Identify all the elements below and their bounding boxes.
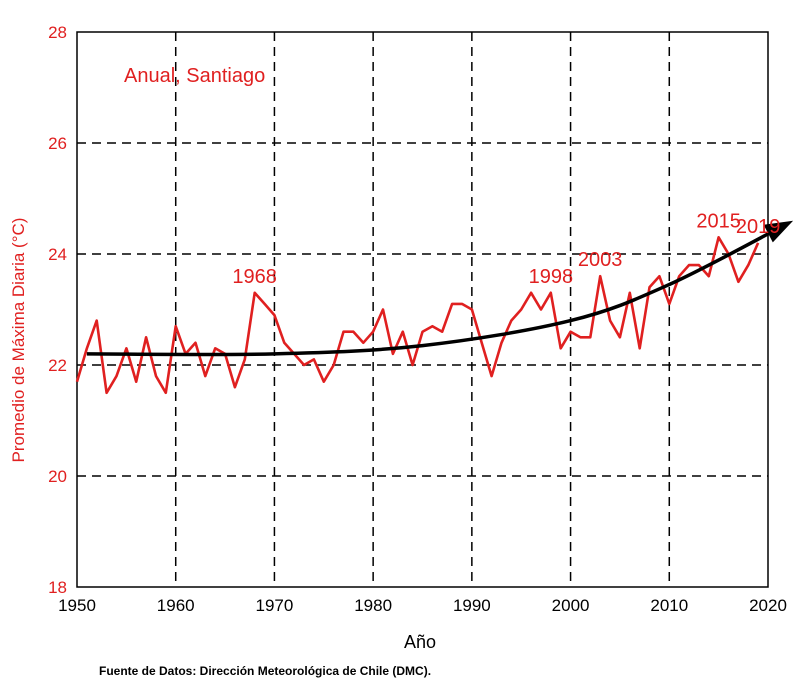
annotation-label: 2003 <box>578 249 623 271</box>
trend-arrowhead <box>763 220 794 243</box>
x-tick-label: 1990 <box>453 596 491 615</box>
trend-curve <box>86 221 789 357</box>
y-ticks: 18 20 22 24 26 28 <box>48 23 67 597</box>
y-tick-label: 20 <box>48 467 67 486</box>
x-tick-label: 1960 <box>157 596 195 615</box>
annotation-label: 1998 <box>529 266 574 288</box>
series-line <box>75 236 760 395</box>
x-tick-label: 1950 <box>58 596 96 615</box>
annotation-label: 2019 <box>736 216 781 238</box>
y-axis-label: Promedio de Máxima Diaria (°C) <box>9 218 28 463</box>
grid <box>77 32 768 587</box>
x-axis-label: Año <box>404 632 436 652</box>
y-tick-label: 22 <box>48 356 67 375</box>
y-tick-label: 18 <box>48 578 67 597</box>
annotation-label: 1968 <box>232 266 277 288</box>
x-tick-label: 1980 <box>354 596 392 615</box>
trend-layer <box>86 220 794 357</box>
x-tick-label: 1970 <box>256 596 294 615</box>
plot-frame <box>76 31 769 588</box>
x-tick-label: 2000 <box>552 596 590 615</box>
annotation-label: 2015 <box>696 210 741 232</box>
source-note: Fuente de Datos: Dirección Meteorológica… <box>99 664 431 678</box>
x-tick-label: 2010 <box>650 596 688 615</box>
series-layer <box>75 236 760 395</box>
x-ticks: 1950 1960 1970 1980 1990 2000 2010 2020 <box>58 596 787 615</box>
x-tick-label: 2020 <box>749 596 787 615</box>
y-tick-label: 26 <box>48 134 67 153</box>
y-tick-label: 28 <box>48 23 67 42</box>
chart-title: Anual, Santiago <box>124 65 265 87</box>
y-tick-label: 24 <box>48 245 67 264</box>
